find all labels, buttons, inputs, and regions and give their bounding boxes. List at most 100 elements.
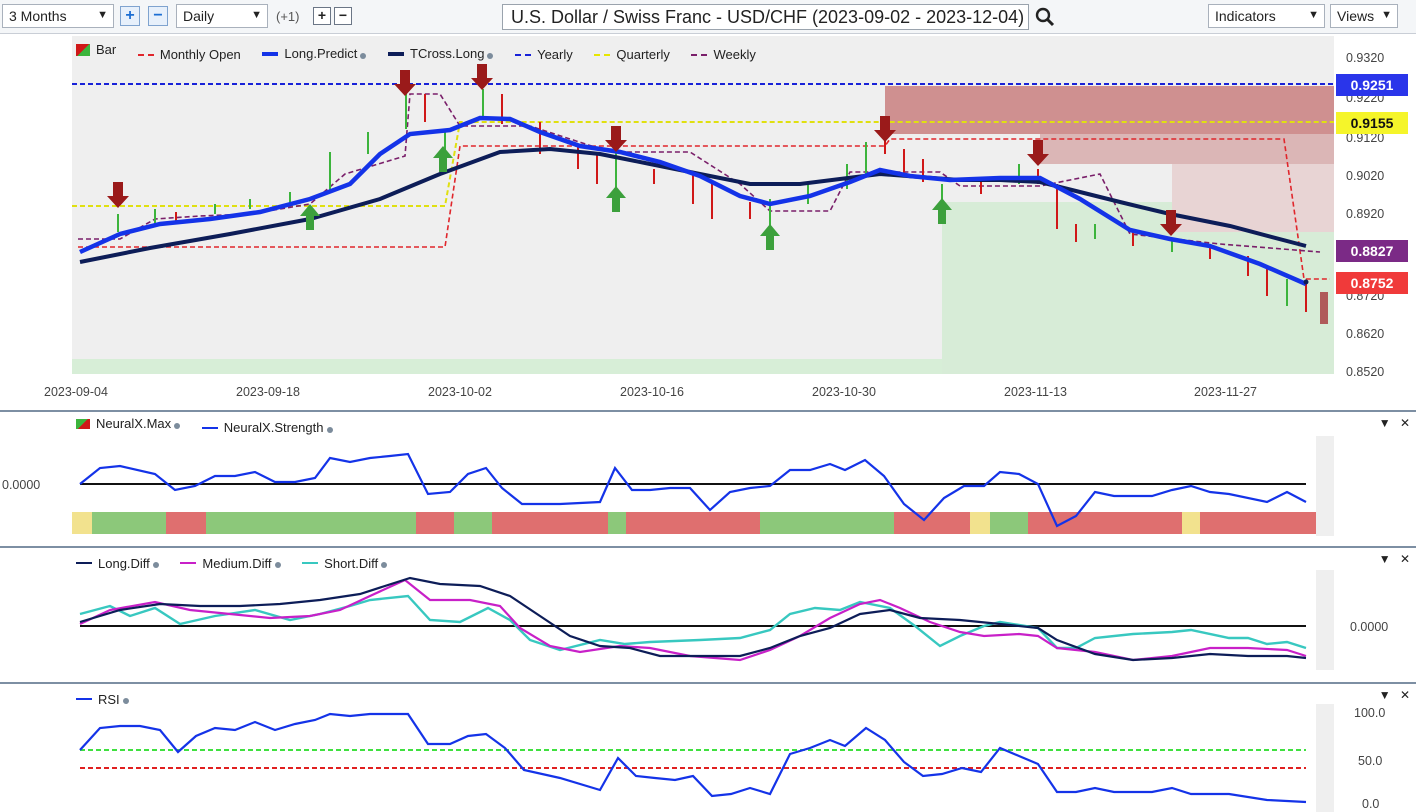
legend-label: NeuralX.Strength	[223, 420, 324, 435]
y-tick: 0.8620	[1346, 327, 1385, 341]
legend-weekly[interactable]: Weekly	[691, 47, 756, 62]
interval-select-value: Daily	[183, 8, 215, 24]
toolbar: 3 Months ▼ + − Daily ▼ (+1) + − U.S. Dol…	[0, 0, 1416, 34]
chevron-down-icon: ▼	[1308, 9, 1319, 21]
line-icon	[180, 562, 197, 564]
collapse-icon[interactable]: ▼	[1378, 552, 1391, 566]
panel-controls: ▼ ✕	[1373, 416, 1410, 430]
bar-icon	[76, 43, 90, 56]
legend-short-diff[interactable]: Short.Diff	[302, 555, 388, 571]
legend-label: NeuralX.Max	[96, 416, 172, 431]
legend-medium-diff[interactable]: Medium.Diff	[180, 555, 281, 571]
collapse-icon[interactable]: ▼	[1378, 688, 1391, 702]
diff-chart[interactable]	[0, 548, 1416, 682]
settings-dot-icon[interactable]	[326, 426, 333, 433]
legend-label: Long.Diff	[98, 555, 150, 571]
line-icon	[262, 51, 279, 56]
offset-label: (+1)	[276, 9, 300, 24]
offset-decrease-button[interactable]: −	[334, 7, 352, 25]
panel-controls: ▼ ✕	[1373, 552, 1410, 566]
bar-icon	[76, 418, 90, 429]
legend-label: Long.Predict	[284, 46, 358, 61]
legend-long-predict[interactable]: Long.Predict	[262, 46, 367, 61]
y-tick: 0.0	[1362, 797, 1380, 811]
zoom-in-button[interactable]: +	[120, 6, 140, 26]
settings-dot-icon[interactable]	[487, 52, 494, 59]
dash-icon	[594, 53, 611, 56]
legend-label: Yearly	[537, 47, 573, 62]
indicators-select[interactable]: Indicators ▼	[1208, 4, 1325, 28]
legend-rsi[interactable]: RSI	[76, 692, 129, 707]
settings-dot-icon[interactable]	[152, 562, 159, 568]
x-tick: 2023-11-13	[1004, 385, 1068, 399]
price-panel: Bar Monthly Open Long.Predict TCross.Lon…	[0, 34, 1416, 410]
legend-quarterly[interactable]: Quarterly	[594, 47, 670, 62]
plus-icon: +	[317, 7, 327, 23]
neuralx-legend: NeuralX.Max NeuralX.Strength	[76, 416, 351, 435]
x-tick: 2023-11-27	[1194, 385, 1258, 399]
range-select-value: 3 Months	[9, 8, 67, 24]
legend-neuralx-strength[interactable]: NeuralX.Strength	[201, 420, 333, 435]
diff-legend: Long.Diff Medium.Diff Short.Diff	[76, 552, 405, 571]
close-icon[interactable]: ✕	[1399, 416, 1410, 430]
legend-tcross-long[interactable]: TCross.Long	[388, 46, 494, 61]
dash-icon	[691, 53, 708, 56]
range-select[interactable]: 3 Months ▼	[2, 4, 114, 28]
x-tick: 2023-09-04	[44, 385, 108, 399]
settings-dot-icon[interactable]	[174, 422, 181, 429]
chevron-down-icon: ▼	[97, 9, 108, 21]
settings-dot-icon[interactable]	[274, 562, 281, 568]
legend-label: RSI	[98, 691, 120, 707]
chevron-down-icon: ▼	[251, 9, 262, 21]
legend-yearly[interactable]: Yearly	[515, 47, 573, 62]
legend-neuralx-max[interactable]: NeuralX.Max	[76, 416, 181, 431]
yearly-price-tag: 0.9251	[1336, 74, 1408, 96]
y-tick: 0.8920	[1346, 207, 1385, 221]
panel-controls: ▼ ✕	[1373, 688, 1410, 702]
legend-long-diff[interactable]: Long.Diff	[76, 556, 159, 571]
views-select[interactable]: Views ▼	[1330, 4, 1398, 28]
diff-panel: Long.Diff Medium.Diff Short.Diff 0.0000 …	[0, 546, 1416, 682]
settings-dot-icon[interactable]	[360, 52, 367, 59]
legend-label: Short.Diff	[324, 555, 379, 571]
price-chart[interactable]	[0, 34, 1416, 410]
offset-increase-button[interactable]: +	[313, 7, 331, 25]
legend-label: Medium.Diff	[202, 555, 272, 571]
legend-label: Bar	[96, 42, 117, 57]
neuralx-chart[interactable]	[0, 412, 1416, 546]
search-icon[interactable]	[1034, 6, 1056, 28]
line-icon	[76, 562, 92, 564]
weekly-price-tag: 0.8827	[1336, 240, 1408, 262]
x-tick: 2023-10-16	[620, 385, 684, 399]
minus-icon: −	[153, 7, 163, 24]
settings-dot-icon[interactable]	[381, 562, 388, 568]
last-price-tag: 0.8752	[1336, 272, 1408, 294]
collapse-icon[interactable]: ▼	[1378, 416, 1391, 430]
rsi-legend: RSI	[76, 688, 147, 707]
views-select-value: Views	[1337, 8, 1375, 24]
zero-line-label: 0.0000	[1350, 620, 1389, 634]
rsi-chart[interactable]	[0, 684, 1416, 812]
legend-bar[interactable]: Bar	[76, 42, 116, 57]
y-tick: 0.9120	[1346, 131, 1385, 145]
line-icon	[201, 426, 218, 429]
symbol-title-field[interactable]: U.S. Dollar / Swiss Franc - USD/CHF (202…	[502, 4, 1029, 30]
zoom-out-button[interactable]: −	[148, 6, 168, 26]
plus-icon: +	[125, 7, 135, 24]
line-icon	[302, 562, 319, 564]
legend-label: Quarterly	[616, 47, 670, 62]
settings-dot-icon[interactable]	[122, 698, 129, 704]
y-tick: 0.8520	[1346, 365, 1385, 379]
price-legend: Bar Monthly Open Long.Predict TCross.Lon…	[76, 42, 774, 62]
legend-label: TCross.Long	[410, 46, 485, 61]
neuralx-panel: NeuralX.Max NeuralX.Strength 0.0000 ▼ ✕	[0, 410, 1416, 546]
legend-monthly-open[interactable]: Monthly Open	[137, 47, 241, 62]
interval-select[interactable]: Daily ▼	[176, 4, 268, 28]
close-icon[interactable]: ✕	[1399, 688, 1410, 702]
legend-label: Weekly	[713, 47, 756, 62]
x-tick: 2023-10-30	[812, 385, 876, 399]
close-icon[interactable]: ✕	[1399, 552, 1410, 566]
dash-icon	[137, 53, 154, 56]
x-tick: 2023-10-02	[428, 385, 492, 399]
